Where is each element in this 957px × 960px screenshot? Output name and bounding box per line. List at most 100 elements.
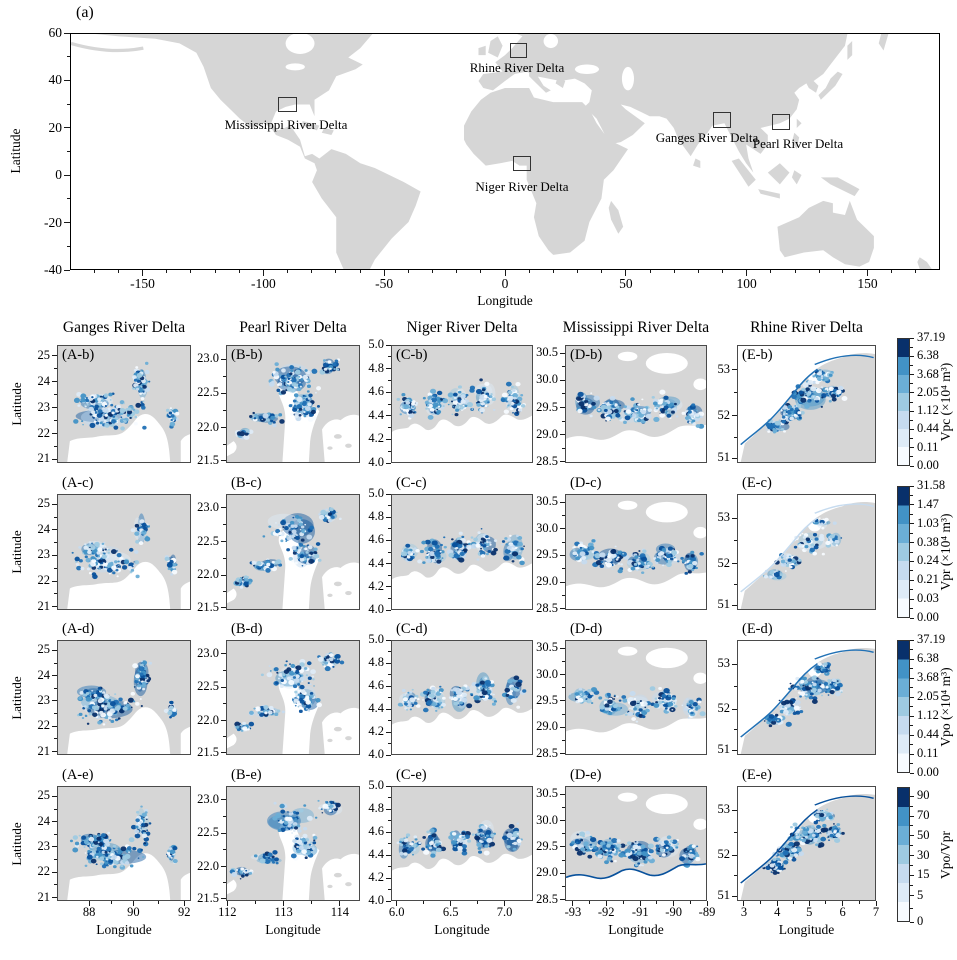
colorbar-tick [910, 485, 914, 487]
y-tick [52, 407, 57, 409]
world-x-minortick [794, 270, 796, 273]
y-tick [386, 462, 391, 464]
y-tick-label: 51 [717, 742, 731, 757]
x-tick [875, 901, 877, 906]
colorbar-tick-label: 15 [917, 867, 930, 882]
world-x-minortick [432, 270, 433, 273]
y-tick-label: 51 [717, 597, 731, 612]
world-x-minortick [722, 270, 723, 273]
y-tick-label: 4.0 [368, 455, 384, 469]
world-x-minortick [214, 270, 216, 273]
world-x-minortick [311, 270, 313, 273]
y-tick-label: 21 [37, 889, 51, 904]
y-minortick [54, 738, 57, 740]
y-tick-label: 22 [37, 718, 51, 733]
y-tick [386, 563, 391, 565]
colorbar-tick-label: 2.05 [917, 689, 939, 703]
y-tick-label: 4.8 [368, 509, 384, 524]
y-tick-label: 30.5 [536, 640, 558, 655]
y-minortick [562, 687, 565, 689]
x-minortick [760, 901, 762, 904]
y-tick-label: 25 [37, 347, 51, 362]
y-minortick [388, 427, 391, 429]
y-tick [386, 539, 391, 541]
y-minortick [54, 394, 57, 396]
y-tick-label: 53 [717, 656, 731, 671]
panel-label: (B-c) [231, 475, 262, 491]
delta-panel-C-b [391, 345, 533, 463]
x-tick-label: 92 [178, 905, 191, 919]
y-tick-label: 4.0 [368, 893, 384, 907]
marker-label-rhine: Rhine River Delta [469, 60, 565, 75]
world-x-tick-label: 100 [736, 276, 757, 291]
colorbar-minortick [910, 885, 913, 887]
x-tick [88, 901, 90, 906]
y-tick-label: 52 [717, 407, 731, 422]
x-tick [132, 901, 134, 906]
y-minortick [54, 662, 57, 664]
colorbar-tick-label: 31.58 [917, 478, 946, 492]
y-minortick [388, 866, 391, 867]
y-tick-label: 29.0 [536, 719, 558, 734]
y-tick [560, 581, 565, 583]
panel-label: (E-e) [742, 767, 772, 783]
colorbar-tick-label: 0.00 [917, 610, 939, 624]
y-tick [732, 563, 737, 565]
colorbar-tick-label: 0.11 [917, 746, 939, 760]
world-map-svg [71, 34, 932, 269]
colorbar-tick-label: 70 [917, 808, 930, 823]
y-tick [560, 501, 565, 503]
world-x-tick [867, 270, 868, 276]
panel-label: (C-e) [396, 767, 427, 783]
x-tick-label: 5 [806, 905, 813, 919]
y-minortick [562, 514, 565, 516]
panel-label: (E-c) [742, 475, 772, 491]
y-minortick [388, 450, 391, 452]
colorbar-tick-label: 5 [917, 887, 924, 902]
y-tick [52, 554, 57, 556]
y-tick [732, 517, 737, 519]
y-tick [560, 793, 565, 795]
y-tick-label: 4.6 [368, 824, 384, 838]
x-tick [639, 901, 641, 906]
x-tick-label: 7 [872, 905, 880, 919]
y-tick-label: 29.5 [536, 399, 558, 414]
y-minortick [562, 713, 565, 715]
y-tick [52, 458, 57, 460]
column-title-D: Mississippi River Delta [562, 319, 710, 336]
y-tick [386, 438, 391, 440]
y-minortick [562, 806, 565, 808]
y-minortick [223, 736, 226, 738]
colorbar-tick-label: 0.11 [917, 439, 939, 454]
y-tick-label: 22 [37, 864, 51, 879]
delta-panel-B-d [226, 640, 360, 755]
colorbar-minortick [910, 706, 913, 707]
y-tick-label: 30.0 [536, 812, 558, 827]
y-tick [221, 541, 226, 543]
delta-map-art [227, 641, 359, 754]
x-tick-label: 114 [330, 905, 350, 919]
y-axis-label: Latitude [9, 382, 24, 426]
colorbar-minortick [910, 589, 913, 591]
y-axis-label: Latitude [9, 675, 24, 720]
colorbar-tick [910, 874, 914, 876]
y-minortick [54, 859, 57, 861]
y-minortick [562, 833, 565, 835]
colorbar-d [897, 640, 910, 773]
y-tick-label: 24 [37, 521, 51, 536]
panel-label: (B-b) [231, 347, 263, 363]
x-tick-label: -93 [564, 905, 582, 919]
y-minortick [388, 505, 391, 507]
y-tick-label: 23.0 [197, 351, 219, 366]
y-minortick [734, 583, 737, 585]
x-tick-label: 113 [274, 905, 293, 919]
y-tick [386, 516, 391, 518]
y-minortick [734, 436, 737, 438]
y-minortick [388, 528, 391, 530]
colorbar-tick [910, 337, 914, 339]
y-tick [560, 674, 565, 675]
y-tick-label: 29.5 [536, 838, 558, 853]
x-tick [706, 901, 708, 906]
y-axis-label: Latitude [9, 821, 24, 866]
world-x-tick [504, 270, 506, 276]
